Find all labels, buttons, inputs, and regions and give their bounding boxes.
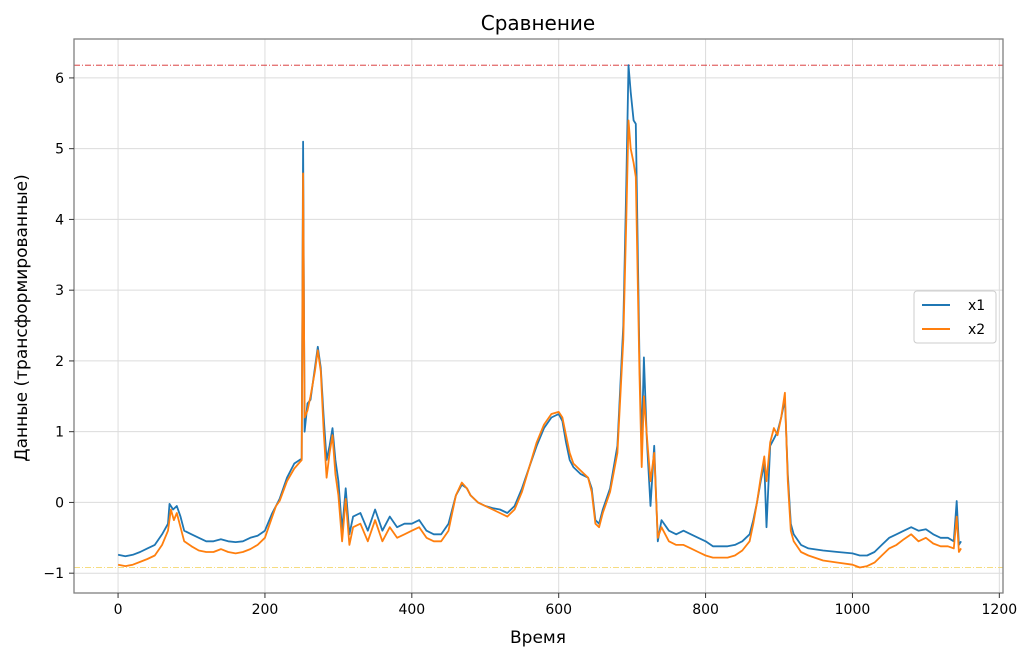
- series-lines: [117, 64, 962, 569]
- legend: x1 x2: [913, 290, 997, 344]
- x-tick-label: 1000: [835, 602, 871, 618]
- chart-title: Сравнение: [481, 11, 595, 35]
- legend-label-x2: x2: [968, 322, 985, 338]
- x-axis-label: Время: [510, 628, 566, 648]
- x-axis-ticks: 0 200 400 600 800 1000 1200: [114, 593, 1018, 618]
- y-tick-label: 5: [55, 142, 64, 158]
- y-tick-label: 3: [55, 283, 64, 299]
- y-tick-label: 2: [55, 354, 64, 370]
- grid: [74, 39, 1003, 593]
- plot-frame: [73, 38, 1004, 594]
- y-tick-label: 4: [55, 212, 64, 228]
- y-tick-label: 0: [55, 495, 64, 511]
- x-tick-label: 0: [114, 602, 123, 618]
- y-tick-label: −1: [43, 566, 64, 582]
- x-tick-label: 400: [398, 602, 425, 618]
- y-axis-ticks: −1 0 1 2 3 4 5 6: [43, 71, 74, 582]
- x-tick-label: 800: [692, 602, 719, 618]
- x-tick-label: 600: [545, 602, 572, 618]
- series-line-x2: [117, 119, 962, 569]
- x-tick-label: 1200: [982, 602, 1018, 618]
- y-axis-label: Данные (трансформированные): [12, 174, 32, 461]
- reference-lines: [74, 64, 1003, 568]
- legend-label-x1: x1: [968, 298, 985, 314]
- y-tick-label: 1: [55, 425, 64, 441]
- x-tick-label: 200: [252, 602, 279, 618]
- y-tick-label: 6: [55, 71, 64, 87]
- plot-area: [117, 64, 962, 569]
